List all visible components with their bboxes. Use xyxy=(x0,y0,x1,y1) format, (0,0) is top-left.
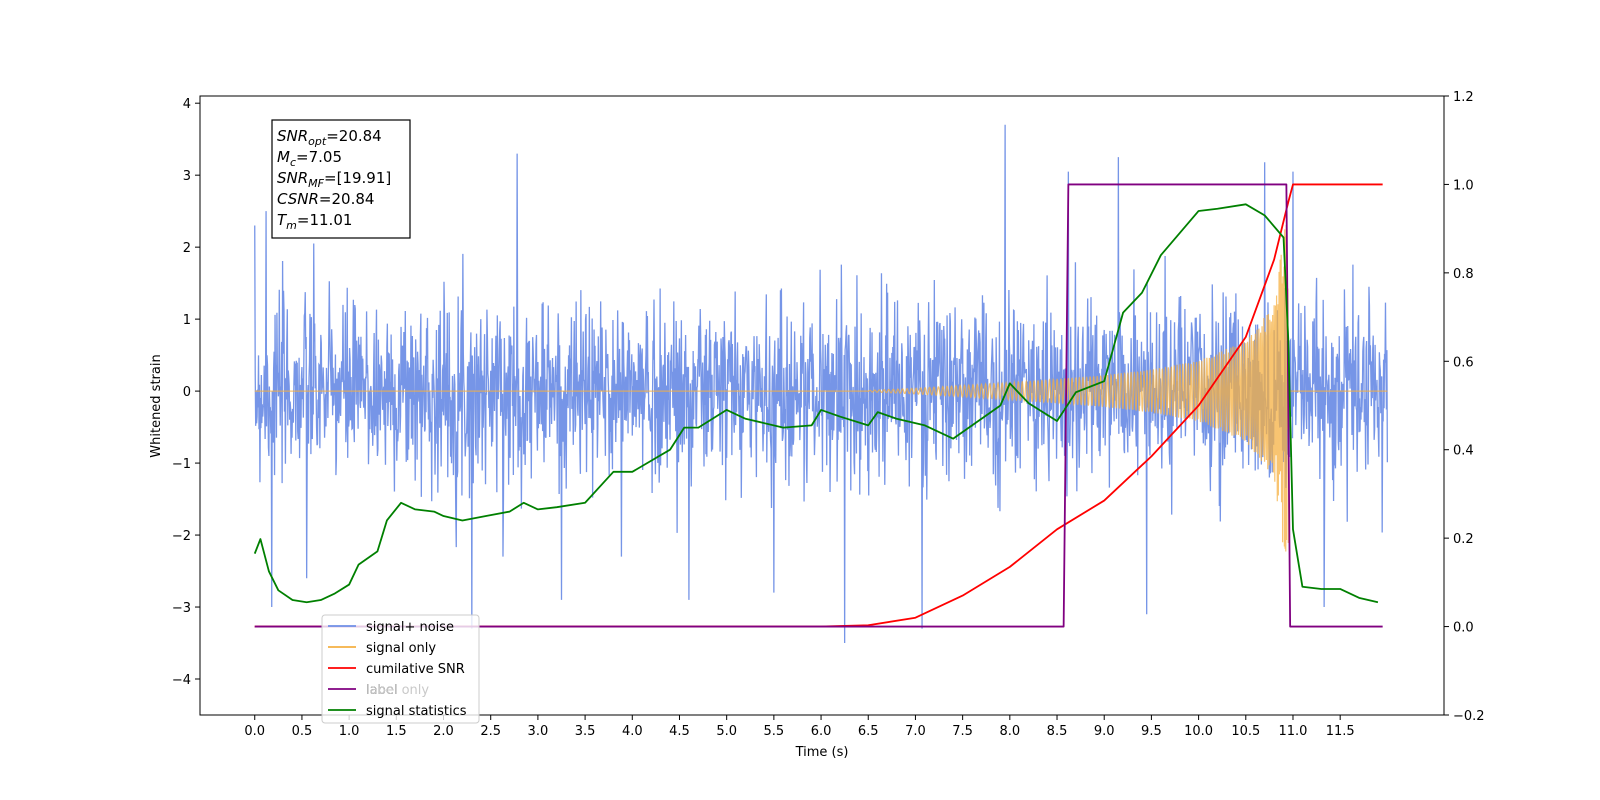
annotation-line: CSNR=20.84 xyxy=(277,190,374,208)
x-tick-label: 6.0 xyxy=(811,724,832,739)
y-right-tick-label: 0.6 xyxy=(1453,355,1474,370)
annotation-line: Tm=11.01 xyxy=(277,211,352,232)
y-left-tick-label: 0 xyxy=(183,385,191,400)
x-tick-label: 7.5 xyxy=(952,724,973,739)
x-tick-label: 9.5 xyxy=(1141,724,1162,739)
plot-area xyxy=(253,124,1389,644)
series-label-line xyxy=(254,183,1383,628)
legend: signal+ noise signal only cumilative SNR la… xyxy=(321,614,480,724)
legend-frame xyxy=(321,614,480,724)
x-tick-label: 2.0 xyxy=(433,724,454,739)
x-tick-label: 4.0 xyxy=(622,724,643,739)
x-tick-label: 1.5 xyxy=(386,724,407,739)
x-tick-label: 5.0 xyxy=(716,724,737,739)
x-tick-label: 7.0 xyxy=(905,724,926,739)
series-signal-noise-line xyxy=(254,124,1389,644)
annotation-line: Mc=7.05 xyxy=(277,148,342,169)
series-signal-statistics-line xyxy=(253,203,1379,604)
legend-label: signal only xyxy=(366,641,436,656)
y-left-tick-label: −4 xyxy=(172,673,191,688)
y-right-tick-label: 0.4 xyxy=(1453,444,1474,459)
x-tick-label: 10.0 xyxy=(1184,724,1213,739)
x-tick-label: 6.5 xyxy=(858,724,879,739)
y-right-tick-label: −0.2 xyxy=(1453,709,1485,724)
legend-label: signal statistics xyxy=(366,704,467,719)
x-tick-label: 0.0 xyxy=(244,724,265,739)
right-y-axis: 1.2 1.0 0.8 0.6 0.4 0.2 0.0 −0.2 xyxy=(1444,90,1485,724)
x-axis: 0.0 0.5 1.0 1.5 2.0 2.5 3.0 3.5 4.0 4.5 5.0 5.5 6.0 6… xyxy=(244,715,1355,739)
legend-label: signal+ noise xyxy=(366,620,454,635)
y-right-tick-label: 1.2 xyxy=(1453,90,1474,105)
x-tick-label: 9.0 xyxy=(1094,724,1115,739)
x-tick-label: 1.0 xyxy=(339,724,360,739)
x-tick-label: 8.0 xyxy=(999,724,1020,739)
x-tick-label: 3.5 xyxy=(575,724,596,739)
annotation-frame xyxy=(271,119,411,239)
x-tick-label: 2.5 xyxy=(480,724,501,739)
y-left-tick-label: 3 xyxy=(183,169,191,184)
y-right-tick-label: 0.0 xyxy=(1453,621,1474,636)
y-axis-label: Whitened strain xyxy=(149,354,164,457)
y-left-tick-label: −3 xyxy=(172,601,191,616)
annotation-line: SNRopt=20.84 xyxy=(277,127,382,148)
annotation-line: SNRMF=[19.91] xyxy=(277,169,391,190)
y-left-tick-label: 1 xyxy=(183,313,191,328)
x-tick-label: 11.5 xyxy=(1326,724,1355,739)
legend-label: label xyxy=(366,683,397,698)
x-tick-label: 8.5 xyxy=(1047,724,1068,739)
series-signal-only-line xyxy=(254,224,1388,552)
x-tick-label: 10.5 xyxy=(1231,724,1260,739)
series-cumulative-snr-line xyxy=(254,183,1383,628)
y-right-tick-label: 0.8 xyxy=(1453,267,1474,282)
x-axis-label: Time (s) xyxy=(795,745,849,760)
x-tick-label: 0.5 xyxy=(292,724,313,739)
y-left-tick-label: 2 xyxy=(183,241,191,256)
y-right-tick-label: 1.0 xyxy=(1453,178,1474,193)
x-tick-label: 5.5 xyxy=(764,724,785,739)
y-left-tick-label: −2 xyxy=(172,529,191,544)
legend-ghost-label: label only xyxy=(366,683,429,698)
legend-label: cumilative SNR xyxy=(366,662,465,677)
stats-annotation-box: SNRopt=20.84Mc=7.05SNRMF=[19.91]CSNR=20.… xyxy=(271,119,411,239)
x-tick-label: 3.0 xyxy=(528,724,549,739)
plot-frame xyxy=(199,95,1445,716)
y-left-tick-label: 4 xyxy=(183,97,191,112)
x-tick-label: 4.5 xyxy=(669,724,690,739)
y-left-tick-label: −1 xyxy=(172,457,191,472)
left-y-axis: 4 3 2 1 0 −1 −2 −3 −4 xyxy=(172,97,200,688)
x-tick-label: 11.0 xyxy=(1279,724,1308,739)
y-right-tick-label: 0.2 xyxy=(1453,532,1474,547)
